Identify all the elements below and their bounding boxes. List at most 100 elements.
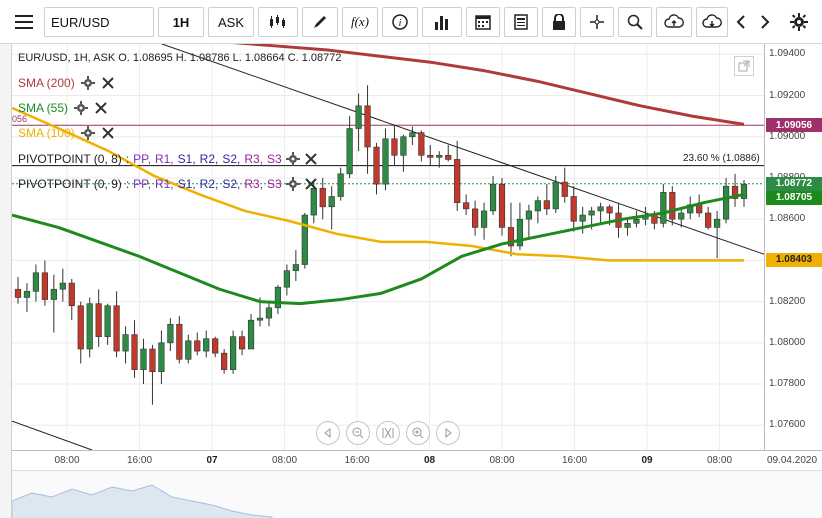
info-button[interactable]: i — [382, 7, 418, 37]
candle[interactable] — [238, 330, 246, 356]
candle-type-button[interactable] — [258, 7, 298, 37]
interval-button[interactable]: 1H — [158, 7, 204, 37]
candle[interactable] — [59, 268, 66, 302]
candle[interactable] — [570, 186, 577, 232]
candle[interactable] — [400, 134, 407, 172]
chart-area[interactable] — [11, 28, 793, 451]
candle[interactable] — [714, 210, 721, 259]
candle[interactable] — [489, 175, 497, 216]
gear-icon[interactable] — [285, 152, 300, 166]
candle[interactable] — [498, 177, 506, 236]
gear-icon[interactable] — [285, 177, 300, 191]
candle[interactable] — [122, 326, 129, 364]
candle[interactable] — [705, 206, 712, 230]
gear-icon[interactable] — [80, 126, 95, 140]
candle[interactable] — [597, 202, 604, 224]
candle[interactable] — [660, 184, 667, 228]
close-icon[interactable] — [101, 126, 115, 140]
candle[interactable] — [14, 276, 22, 304]
candle[interactable] — [95, 289, 102, 347]
candle[interactable] — [149, 344, 156, 405]
candle[interactable] — [230, 330, 237, 374]
pan-left-button[interactable] — [316, 421, 340, 445]
candle[interactable] — [534, 196, 541, 224]
price-chart[interactable] — [11, 28, 793, 451]
indicator-sma-55[interactable]: SMA (55) — [18, 101, 108, 115]
candle[interactable] — [516, 202, 524, 251]
candle[interactable] — [158, 330, 165, 385]
candle[interactable] — [480, 202, 488, 240]
settings-button[interactable] — [786, 7, 812, 37]
gear-icon[interactable] — [74, 101, 89, 115]
price-type-button[interactable]: ASK — [208, 7, 254, 37]
candle[interactable] — [391, 124, 398, 166]
candle[interactable] — [678, 206, 685, 228]
candle[interactable] — [194, 332, 201, 356]
crosshair-button[interactable] — [580, 7, 614, 37]
candle[interactable] — [624, 217, 631, 236]
candle[interactable] — [292, 250, 299, 282]
candle[interactable] — [131, 320, 138, 378]
indicator-sma-200[interactable]: SMA (200) — [18, 76, 115, 90]
candle[interactable] — [740, 180, 748, 207]
lock-button[interactable] — [542, 7, 576, 37]
candle[interactable] — [203, 330, 210, 358]
candle[interactable] — [32, 264, 40, 302]
candle[interactable] — [23, 283, 31, 312]
candle[interactable] — [463, 194, 470, 216]
candle[interactable] — [669, 186, 676, 226]
candle[interactable] — [355, 93, 362, 152]
candle[interactable] — [552, 175, 559, 213]
candle[interactable] — [140, 338, 147, 385]
candle[interactable] — [525, 204, 532, 238]
candle[interactable] — [337, 167, 344, 201]
candle[interactable] — [176, 316, 183, 364]
candle[interactable] — [409, 126, 416, 145]
close-icon[interactable] — [94, 101, 108, 115]
candle[interactable] — [722, 177, 730, 224]
close-icon[interactable] — [304, 177, 318, 191]
candle[interactable] — [454, 140, 461, 211]
pan-right-button[interactable] — [436, 421, 460, 445]
fullscreen-button[interactable] — [734, 56, 754, 76]
navigator[interactable] — [11, 470, 822, 518]
gear-icon[interactable] — [80, 76, 95, 90]
candle[interactable] — [507, 202, 515, 257]
candle[interactable] — [436, 151, 443, 168]
draw-button[interactable] — [302, 7, 338, 37]
candle[interactable] — [328, 186, 335, 230]
candle[interactable] — [382, 128, 389, 191]
candle[interactable] — [301, 212, 308, 269]
candle[interactable] — [167, 318, 174, 352]
pivotpoint-8[interactable]: PIVOTPOINT (0, 8) : PP, R1, S1, R2, S2, … — [18, 152, 318, 166]
zoom-out-button[interactable] — [346, 421, 370, 445]
candle[interactable] — [68, 278, 75, 321]
candle[interactable] — [283, 264, 290, 296]
candle[interactable] — [86, 297, 93, 358]
zoom-in-button[interactable] — [406, 421, 430, 445]
pivotpoint-9[interactable]: PIVOTPOINT (0, 9) : PP, R1, S1, R2, S2, … — [18, 177, 318, 191]
close-icon[interactable] — [304, 152, 318, 166]
calendar-button[interactable] — [466, 7, 500, 37]
candle[interactable] — [561, 167, 568, 203]
candle[interactable] — [274, 285, 282, 314]
candle[interactable] — [113, 291, 120, 358]
scroll-right-button[interactable] — [754, 7, 776, 37]
candle[interactable] — [77, 301, 84, 364]
candle[interactable] — [418, 130, 425, 162]
candle[interactable] — [364, 85, 371, 174]
candle[interactable] — [319, 177, 326, 220]
zoom-button[interactable] — [618, 7, 652, 37]
reset-zoom-button[interactable] — [376, 421, 400, 445]
candle[interactable] — [445, 144, 452, 162]
candle[interactable] — [373, 142, 380, 195]
candle[interactable] — [265, 301, 273, 327]
cloud-upload-button[interactable] — [656, 7, 692, 37]
formula-button[interactable]: f(x) — [342, 7, 378, 37]
candle[interactable] — [104, 303, 111, 345]
menu-button[interactable] — [8, 7, 40, 37]
candle[interactable] — [247, 313, 255, 350]
scroll-left-button[interactable] — [730, 7, 752, 37]
symbol-input[interactable]: EUR/USD — [44, 7, 154, 37]
candle[interactable] — [633, 210, 640, 228]
